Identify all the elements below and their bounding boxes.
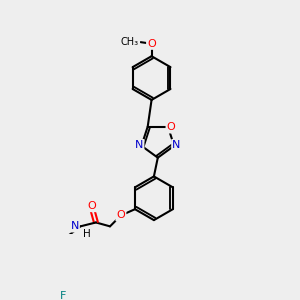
Text: O: O (167, 122, 176, 132)
Text: O: O (88, 201, 96, 211)
Text: N: N (172, 140, 181, 150)
Text: H: H (83, 229, 91, 239)
Text: O: O (147, 39, 156, 49)
Text: O: O (116, 210, 125, 220)
Text: N: N (70, 221, 79, 231)
Text: F: F (60, 291, 66, 300)
Text: CH₃: CH₃ (121, 37, 139, 47)
Text: N: N (135, 140, 143, 150)
